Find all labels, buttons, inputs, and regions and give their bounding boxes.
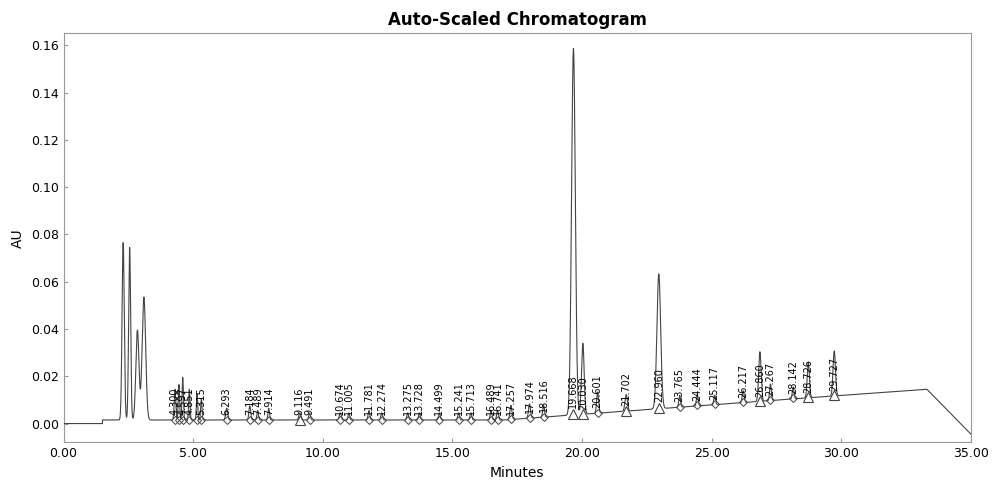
Text: 26.217: 26.217 [738,364,748,398]
Text: 13.728: 13.728 [414,382,424,415]
Text: 29.727: 29.727 [829,357,839,391]
Text: 18.516: 18.516 [539,379,549,412]
Text: 26.860: 26.860 [755,363,765,397]
Text: 7.489: 7.489 [253,388,263,415]
Text: 21.702: 21.702 [621,372,631,407]
Text: 13.275: 13.275 [403,382,413,415]
Text: 4.851: 4.851 [184,388,194,415]
Text: 7.914: 7.914 [264,388,274,415]
Text: 7.184: 7.184 [245,388,255,415]
Text: 9.116: 9.116 [295,388,305,415]
Text: 22.960: 22.960 [654,368,664,402]
Title: Auto-Scaled Chromatogram: Auto-Scaled Chromatogram [388,11,647,29]
Text: 6.293: 6.293 [222,388,232,415]
Text: 15.241: 15.241 [454,382,464,415]
Text: 15.713: 15.713 [466,382,476,415]
Text: 27.267: 27.267 [765,362,775,396]
X-axis label: Minutes: Minutes [490,466,544,480]
Text: 10.674: 10.674 [335,382,345,415]
Text: 28.726: 28.726 [803,359,813,393]
Text: 9.491: 9.491 [305,388,315,415]
Y-axis label: AU: AU [11,228,25,248]
Text: 5.315: 5.315 [196,387,206,415]
Text: 4.300: 4.300 [170,388,180,415]
Text: 16.741: 16.741 [493,382,503,415]
Text: 17.257: 17.257 [506,381,516,415]
Text: 17.974: 17.974 [525,380,535,413]
Text: 16.489: 16.489 [486,382,496,415]
Text: 11.005: 11.005 [344,382,354,415]
Text: 24.444: 24.444 [692,367,702,401]
Text: 14.499: 14.499 [434,382,444,415]
Text: 12.274: 12.274 [377,382,387,415]
Text: 28.142: 28.142 [788,360,798,394]
Text: 20.601: 20.601 [593,375,603,409]
Text: 4.597: 4.597 [178,387,188,415]
Text: 11.781: 11.781 [364,382,374,415]
Text: 23.765: 23.765 [675,368,685,403]
Text: 20.030: 20.030 [578,376,588,409]
Text: 25.117: 25.117 [710,366,720,400]
Text: 19.668: 19.668 [568,374,578,408]
